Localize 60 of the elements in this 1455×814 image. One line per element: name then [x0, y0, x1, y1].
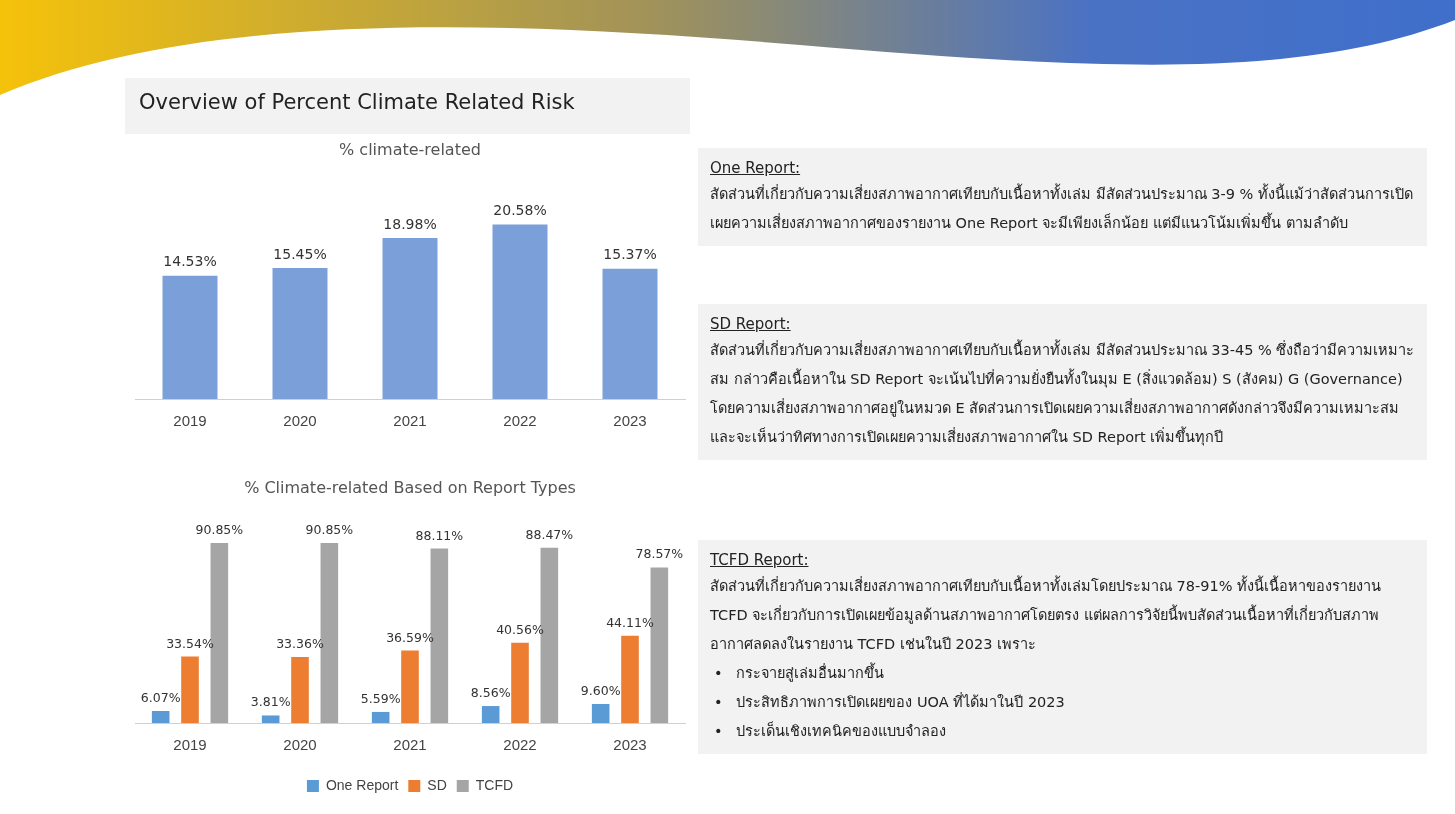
data-label: 8.56% [470, 685, 511, 701]
x-tick-label: 2021 [393, 736, 427, 754]
text: Overview of Percent Climate Related Risk [125, 78, 690, 134]
data-label: 36.59% [386, 629, 434, 645]
data-label: 3.81% [250, 694, 291, 710]
legend-label: TCFD [475, 776, 514, 793]
x-tick-label: 2022 [503, 736, 537, 754]
chart-title: % climate-related [338, 140, 482, 159]
data-label: 78.57% [635, 546, 684, 562]
x-tick-label: 2023 [613, 412, 647, 430]
chart-title: % Climate-related Based on Report Types [243, 478, 577, 497]
bar [371, 711, 390, 723]
data-label: 14.53% [163, 253, 217, 270]
x-tick-label: 2019 [173, 736, 207, 754]
data-label: 5.59% [360, 690, 401, 706]
bar [602, 268, 658, 399]
text: One Report: [710, 158, 802, 179]
data-label: 9.60% [580, 682, 621, 698]
bar [291, 656, 309, 723]
bar [591, 703, 610, 723]
legend-label: One Report [325, 776, 399, 793]
x-tick-label: 2023 [613, 736, 647, 754]
bar [401, 650, 419, 723]
text: • ประเด็นเชิงเทคนิคของแบบจำลอง [714, 720, 948, 741]
data-label: 6.07% [140, 689, 181, 705]
data-label: 18.98% [383, 215, 437, 232]
data-label: 33.54% [166, 635, 214, 651]
bar [511, 642, 529, 723]
x-tick-label: 2019 [173, 412, 207, 430]
data-label: 44.11% [606, 614, 654, 630]
bar [261, 715, 280, 723]
text: สัดส่วนที่เกี่ยวกับความเสี่ยงสภาพอากาศเทียบกับเนื้อหาทั้งเล่มโดยประมาณ 78-91% ทั้งนี้เนื้อหาของรายงาน TCFD จะเกี่ยวกับการเปิดเผยข้อมูลด้านสภาพอากาศโดยตรง แต่ผลการวิจัยนี้พบสัดส่วนเนื้อหาที่เกี่ยวกับสภาพอากาศลดลงในรายงาน TCFD เช่นในปี 2023 เพราะ [710, 574, 1383, 654]
bar [492, 224, 548, 399]
data-label: 90.85% [305, 522, 354, 538]
data-label: 15.45% [273, 245, 327, 262]
bar [181, 656, 199, 723]
bar [481, 706, 500, 723]
data-label: 15.37% [603, 246, 657, 263]
text: SD Report: [710, 314, 792, 335]
data-label: 90.85% [195, 522, 244, 538]
bar [621, 635, 639, 723]
data-label: 88.47% [525, 526, 574, 542]
data-label: 88.11% [415, 527, 464, 543]
text: สัดส่วนที่เกี่ยวกับความเสี่ยงสภาพอากาศเทียบกับเนื้อหาทั้งเล่ม มีสัดส่วนประมาณ 3-9 % ทั้งนี้แม้ว่าสัดส่วนการเปิดเผยความเสี่ยงสภาพอากาศของรายงาน One Report จะมีเพียงเล็กน้อย แต่มีแนวโน้มเพิ่มขึ้น ตามลำดับ [710, 182, 1414, 233]
bar [151, 710, 170, 723]
text: สัดส่วนที่เกี่ยวกับความเสี่ยงสภาพอากาศเทียบกับเนื้อหาทั้งเล่ม มีสัดส่วนประมาณ 33-45 % ซึ่งถือว่ามีความเหมาะสม กล่าวคือเนื้อหาใน SD Report จะเน้นไปที่ความยั่งยืนทั้งในมุม E (สิ่งแวดล้อม) S (สังคม) G (Governance) โดยความเสี่ยงสภาพอากาศอยู่ในหมวด E สัดส่วนการเปิดเผยความเสี่ยงสภาพอากาศดังกล่าวจึงมีความเหมาะสม และจะเห็นว่าทิศทางการเปิดเผยความเสี่ยงสภาพอากาศใน SD Report เพิ่มขึ้นทุกปี [710, 338, 1415, 448]
bar [162, 275, 218, 399]
bar [272, 267, 328, 399]
x-tick-label: 2021 [393, 412, 427, 430]
x-tick-label: 2022 [503, 412, 537, 430]
x-tick-label: 2020 [283, 412, 317, 430]
text: TCFD Report: [710, 550, 810, 571]
data-label: 33.36% [276, 635, 324, 651]
x-tick-label: 2020 [283, 736, 317, 754]
legend-label: SD [427, 776, 447, 793]
text: • กระจายสู่เล่มอื่นมากขึ้น [714, 661, 886, 684]
data-label: 20.58% [493, 202, 547, 219]
data-label: 40.56% [496, 621, 544, 637]
bar [382, 238, 438, 399]
text: • ประสิทธิภาพการเปิดเผยของ UOA ที่ได้มาในปี 2023 [714, 691, 1066, 712]
